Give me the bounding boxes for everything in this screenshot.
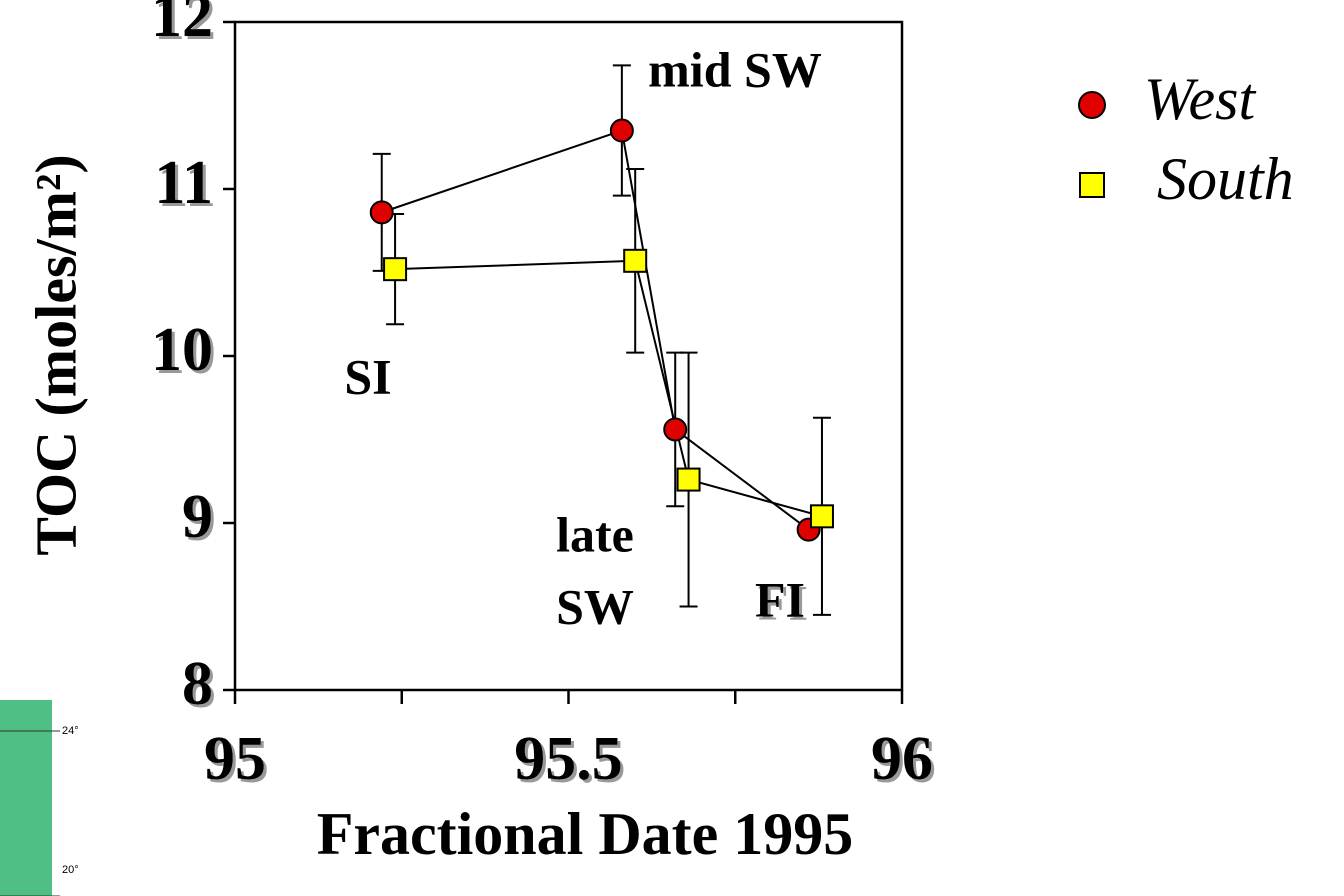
series-line: [382, 131, 809, 530]
marker: [624, 250, 646, 272]
legend-marker: [1079, 92, 1105, 118]
marker: [678, 469, 700, 491]
marker: [611, 120, 633, 142]
annotation: SI: [344, 348, 391, 404]
x-tick-label: 95.5: [514, 725, 623, 793]
inset-label: 24°: [62, 725, 79, 737]
chart: 24° 20° Fractional Date 1995 TOC (moles/…: [0, 0, 1344, 896]
inset-label: 20°: [62, 864, 79, 876]
y-tick-label: 12: [151, 0, 213, 50]
annotation: late: [556, 506, 634, 562]
series-line: [395, 261, 822, 517]
x-tick-label: 96: [871, 725, 933, 793]
marker: [664, 418, 686, 440]
annotation: mid SW: [648, 41, 822, 97]
y-tick-label: 11: [154, 149, 213, 217]
y-tick-label: 10: [151, 316, 213, 384]
marker: [384, 258, 406, 280]
y-tick-label: 9: [182, 483, 213, 551]
map-inset: [0, 700, 60, 896]
annotation: SW: [556, 578, 634, 634]
y-tick-label: 8: [182, 650, 213, 718]
legend-marker: [1080, 173, 1104, 197]
y-axis-label: TOC (moles/m²): [23, 154, 88, 555]
marker: [371, 201, 393, 223]
marker: [811, 505, 833, 527]
x-tick-label: 95: [204, 725, 266, 793]
legend-label: South: [1157, 146, 1294, 212]
x-axis-label: Fractional Date 1995: [317, 801, 854, 867]
legend-label: West: [1144, 66, 1256, 132]
annotation: FI: [755, 571, 805, 627]
